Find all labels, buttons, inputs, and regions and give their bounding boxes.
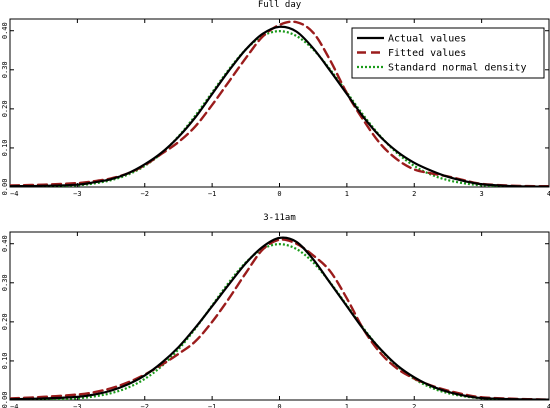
- legend: Actual values Fitted values Standard norma…: [351, 27, 545, 79]
- y-tick-label: 0.40: [1, 22, 9, 39]
- x-tick-label: −1: [208, 403, 216, 408]
- x-tick-label: −4: [10, 190, 18, 198]
- x-tick-label: −2: [141, 403, 149, 408]
- x-tick-label: 2: [412, 190, 416, 198]
- y-tick-label: 0.10: [1, 140, 9, 157]
- x-tick-label: 3: [480, 403, 484, 408]
- x-tick-label: −4: [10, 403, 18, 408]
- plot-frame: [9, 231, 550, 401]
- legend-label-actual-values: Actual values: [388, 34, 466, 45]
- y-tick-label: 0.30: [1, 61, 9, 78]
- chart-panel-1: Full day −4 −3 −2 −1 0 1 2 3 4 0.00 0.10 0.20 0.30 0.4…: [1, 0, 550, 198]
- x-tick-label: 1: [345, 403, 349, 408]
- series-line-actual-values: [10, 236, 549, 400]
- legend-label-standard-normal-density: Standard normal density: [388, 63, 526, 74]
- chart-title: 3-11am: [263, 213, 296, 223]
- x-tick-label: −3: [73, 403, 81, 408]
- y-tick-label: 0.20: [1, 100, 9, 117]
- x-tick-label: −2: [141, 190, 149, 198]
- x-tick-label: 4: [547, 403, 550, 408]
- series-line-fitted-values: [10, 238, 549, 400]
- x-tick-label: 4: [547, 190, 550, 198]
- y-tick-label: 0.20: [1, 313, 9, 330]
- y-tick-label: 0.00: [1, 392, 9, 408]
- series-line-actual-values: [10, 25, 549, 187]
- x-tick-label: 3: [480, 190, 484, 198]
- y-tick-label: 0.10: [1, 353, 9, 370]
- x-tick-label: 0: [277, 403, 281, 408]
- x-tick-label: −3: [73, 190, 81, 198]
- y-tick-label: 0.30: [1, 274, 9, 291]
- x-tick-label: 1: [345, 190, 349, 198]
- x-tick-label: 2: [412, 403, 416, 408]
- x-tick-label: −1: [208, 190, 216, 198]
- legend-label-fitted-values: Fitted values: [388, 48, 466, 59]
- series-line-standard-normal-density: [10, 30, 549, 187]
- chart-panel-2: 3-11am −4 −3 −2 −1 0 1 2 3 4 0.00 0.10 0.20 0.30 0.40: [1, 213, 550, 408]
- series-line-standard-normal-density: [10, 243, 549, 400]
- chart-title: Full day: [258, 0, 302, 10]
- x-tick-label: 0: [277, 190, 281, 198]
- y-tick-label: 0.40: [1, 235, 9, 252]
- legend-box: [351, 27, 545, 79]
- y-tick-label: 0.00: [1, 179, 9, 196]
